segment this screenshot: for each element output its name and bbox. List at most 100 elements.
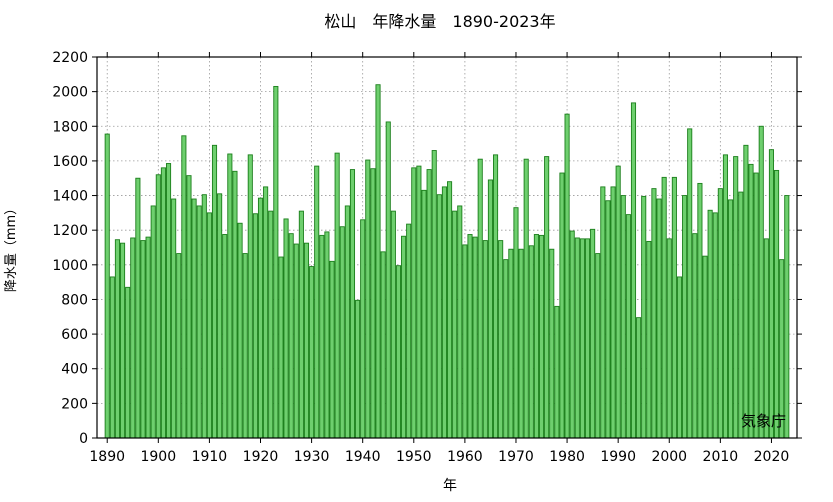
bar-1901 xyxy=(160,167,166,439)
x-tick-label: 2000 xyxy=(651,449,687,465)
bar-1900 xyxy=(155,174,161,439)
y-tick-label: 400 xyxy=(61,362,88,378)
x-axis-label: 年 xyxy=(443,478,457,494)
bar-1988 xyxy=(605,200,611,439)
bar-1923 xyxy=(273,85,279,439)
bar-1930 xyxy=(309,266,315,439)
bar-1948 xyxy=(401,235,407,439)
bar-1909 xyxy=(201,194,207,439)
bar-1945 xyxy=(385,121,391,439)
bar-1995 xyxy=(641,195,647,439)
bar-1982 xyxy=(574,237,580,439)
bar-1958 xyxy=(452,210,458,439)
bar-2012 xyxy=(728,199,734,439)
bar-1899 xyxy=(150,205,156,439)
y-tick-label: 1600 xyxy=(52,154,88,170)
bar-1972 xyxy=(523,158,529,439)
y-tick-label: 1200 xyxy=(52,223,88,239)
bar-1977 xyxy=(549,248,555,439)
bar-1896 xyxy=(135,177,141,439)
bar-1974 xyxy=(533,234,539,439)
bar-1964 xyxy=(482,240,488,439)
bar-1910 xyxy=(206,212,212,439)
bar-1892 xyxy=(114,239,120,439)
x-tick-label: 2020 xyxy=(754,449,790,465)
bar-2006 xyxy=(697,182,703,439)
bar-1978 xyxy=(554,305,560,439)
bar-1952 xyxy=(421,189,427,439)
bar-1971 xyxy=(518,248,524,439)
y-axis-label: 降水量（mm） xyxy=(4,202,19,292)
x-axis-ticks: 1890 1900 1910 1920 1930 1940 1950 1960 1970 1980… xyxy=(89,52,789,465)
bar-1893 xyxy=(119,242,126,439)
bar-1980 xyxy=(564,113,570,439)
bar-1996 xyxy=(646,240,652,439)
x-tick-label: 1980 xyxy=(549,449,585,465)
y-tick-label: 1400 xyxy=(52,189,88,205)
bar-1961 xyxy=(467,234,473,439)
bar-1968 xyxy=(503,259,509,439)
bar-2005 xyxy=(692,233,698,439)
bar-1955 xyxy=(436,194,442,439)
bar-1944 xyxy=(380,251,386,439)
bar-1949 xyxy=(406,223,412,439)
bar-1913 xyxy=(222,234,228,439)
bar-2020 xyxy=(768,149,774,439)
bar-1890 xyxy=(104,133,110,439)
bar-1991 xyxy=(620,195,626,439)
bar-1969 xyxy=(508,248,514,439)
x-tick-label: 1890 xyxy=(89,449,125,465)
bar-1912 xyxy=(217,193,223,439)
bar-2009 xyxy=(712,212,718,439)
bar-2017 xyxy=(753,172,759,439)
bar-2007 xyxy=(702,255,708,439)
bar-1957 xyxy=(447,181,453,439)
bar-1986 xyxy=(595,253,601,439)
bar-1935 xyxy=(334,152,340,439)
bar-1963 xyxy=(477,158,483,439)
bar-2014 xyxy=(738,191,744,439)
bar-1984 xyxy=(584,238,591,439)
bar-1922 xyxy=(268,210,274,439)
bar-1954 xyxy=(431,150,437,439)
bar-1932 xyxy=(319,234,325,439)
bar-2023 xyxy=(784,195,790,439)
bar-1928 xyxy=(298,210,304,439)
bar-1918 xyxy=(247,154,253,439)
bar-1916 xyxy=(237,222,243,439)
bar-1921 xyxy=(263,186,269,439)
bar-1946 xyxy=(390,210,396,439)
bar-1942 xyxy=(370,168,376,439)
bar-1920 xyxy=(257,197,264,439)
bar-1926 xyxy=(288,233,294,439)
bar-1936 xyxy=(339,226,345,439)
bar-1953 xyxy=(426,169,432,439)
y-tick-label: 2200 xyxy=(52,50,88,66)
y-tick-label: 200 xyxy=(61,396,88,412)
bar-1937 xyxy=(344,205,350,439)
bar-2016 xyxy=(748,163,754,439)
bar-1914 xyxy=(227,153,233,439)
bar-1951 xyxy=(416,165,422,439)
bar-1979 xyxy=(559,172,565,439)
bar-1939 xyxy=(355,299,361,439)
bar-1919 xyxy=(252,213,258,439)
bar-2013 xyxy=(733,156,739,439)
bar-1997 xyxy=(651,188,657,439)
bar-1962 xyxy=(472,236,478,439)
bar-1897 xyxy=(140,240,146,439)
bar-1894 xyxy=(125,286,131,439)
y-tick-label: 600 xyxy=(61,327,88,343)
y-tick-label: 1000 xyxy=(52,258,88,274)
bar-2004 xyxy=(687,128,693,439)
bar-2015 xyxy=(743,144,749,439)
bar-1983 xyxy=(579,238,585,439)
bar-1924 xyxy=(278,256,284,439)
bar-1947 xyxy=(395,265,401,439)
bar-2010 xyxy=(717,188,723,439)
bar-1967 xyxy=(498,240,504,439)
plot-frame xyxy=(96,56,798,439)
bar-1973 xyxy=(528,245,534,439)
x-tick-label: 1990 xyxy=(600,449,636,465)
